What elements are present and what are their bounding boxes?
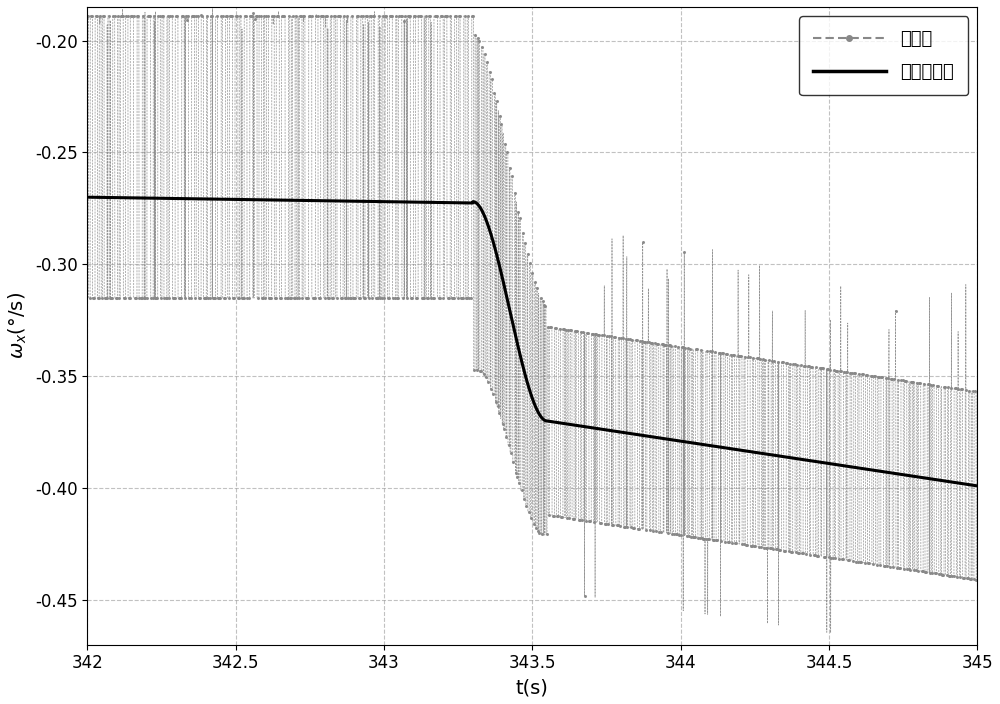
平滑角速度 bbox=[417, 198, 429, 206]
平滑角速度 bbox=[81, 193, 93, 201]
角速度 bbox=[297, 18, 309, 26]
Y-axis label: $\omega_x$(°/s): $\omega_x$(°/s) bbox=[7, 292, 29, 359]
角速度 bbox=[81, 12, 93, 20]
Legend: 角速度, 平滑角速度: 角速度, 平滑角速度 bbox=[799, 16, 968, 95]
角速度 bbox=[288, 294, 300, 302]
角速度 bbox=[825, 629, 837, 637]
Line: 平滑角速度: 平滑角速度 bbox=[87, 197, 977, 486]
平滑角速度 bbox=[480, 215, 492, 224]
角速度 bbox=[417, 294, 429, 302]
角速度 bbox=[971, 388, 983, 396]
平滑角速度 bbox=[964, 481, 976, 489]
平滑角速度 bbox=[288, 196, 300, 205]
平滑角速度 bbox=[971, 482, 983, 490]
角速度 bbox=[293, 294, 305, 302]
角速度 bbox=[480, 373, 492, 382]
角速度 bbox=[206, 4, 218, 13]
Line: 角速度: 角速度 bbox=[86, 8, 978, 634]
角速度 bbox=[964, 574, 976, 583]
平滑角速度 bbox=[293, 196, 305, 205]
X-axis label: t(s): t(s) bbox=[516, 678, 549, 697]
平滑角速度 bbox=[297, 196, 309, 205]
